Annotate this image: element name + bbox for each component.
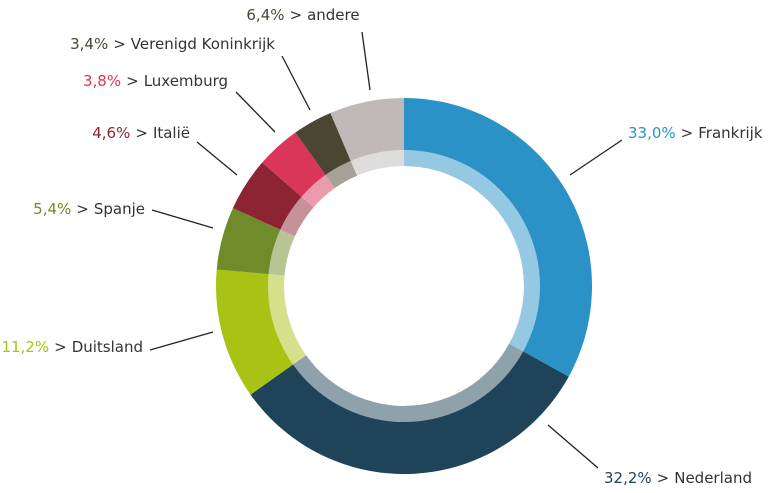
category-label: Duitsland	[72, 338, 143, 356]
value-label: 5,4%	[33, 200, 71, 218]
category-label: Italië	[153, 124, 190, 142]
separator: >	[76, 200, 89, 218]
leader-line	[235, 91, 276, 133]
category-label: Spanje	[94, 200, 145, 218]
leader-line	[547, 424, 599, 469]
slice-label: 3,8% > Luxemburg	[83, 72, 228, 90]
separator: >	[54, 338, 67, 356]
separator: >	[126, 72, 139, 90]
category-label: Frankrijk	[698, 124, 763, 142]
separator: >	[135, 124, 148, 142]
leader-line	[196, 141, 238, 176]
leader-line	[151, 209, 214, 229]
slice-label: 11,2% > Duitsland	[1, 338, 143, 356]
slice-label: 33,0% > Frankrijk	[628, 124, 763, 142]
value-label: 3,8%	[83, 72, 121, 90]
category-label: andere	[307, 6, 360, 24]
value-label: 11,2%	[1, 338, 49, 356]
leader-line	[149, 331, 214, 351]
value-label: 3,4%	[70, 35, 108, 53]
category-label: Luxemburg	[144, 72, 228, 90]
separator: >	[290, 6, 303, 24]
leader-line	[569, 139, 623, 176]
slice-label: 3,4% > Verenigd Koninkrijk	[70, 35, 275, 53]
inner-ring-tint	[268, 150, 540, 422]
separator: >	[681, 124, 694, 142]
slice-label: 6,4% > andere	[246, 6, 359, 24]
separator: >	[657, 469, 670, 487]
leader-line	[361, 31, 371, 91]
value-label: 6,4%	[246, 6, 284, 24]
category-label: Verenigd Koninkrijk	[131, 35, 276, 53]
slice-label: 32,2% > Nederland	[604, 469, 752, 487]
value-label: 33,0%	[628, 124, 676, 142]
separator: >	[113, 35, 126, 53]
leader-line	[281, 55, 311, 111]
value-label: 4,6%	[92, 124, 130, 142]
category-label: Nederland	[674, 469, 752, 487]
slice-label: 5,4% > Spanje	[33, 200, 145, 218]
donut-slice	[404, 98, 592, 377]
value-label: 32,2%	[604, 469, 652, 487]
slice-label: 4,6% > Italië	[92, 124, 190, 142]
